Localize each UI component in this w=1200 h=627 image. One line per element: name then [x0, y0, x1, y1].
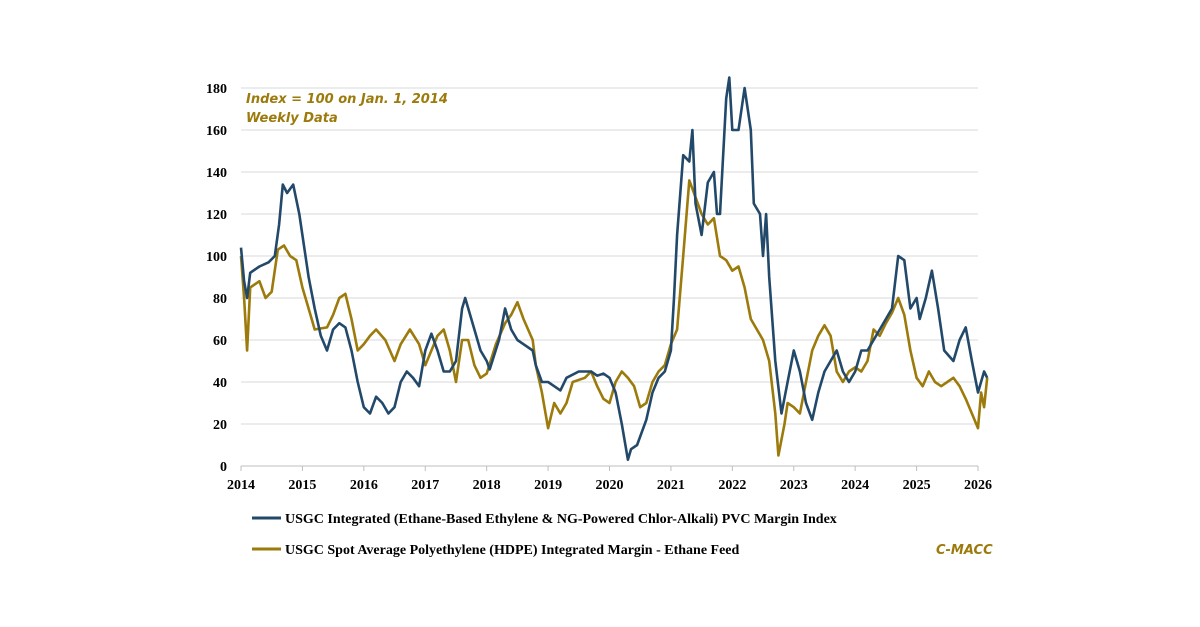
x-tick-label: 2025 [903, 478, 931, 493]
legend-label-pvc: USGC Integrated (Ethane-Based Ethylene &… [285, 512, 837, 527]
annotation-frequency: Weekly Data [246, 111, 338, 126]
x-tick-label: 2023 [780, 478, 808, 493]
x-tick-label: 2017 [411, 478, 439, 493]
x-tick-label: 2020 [596, 478, 624, 493]
x-tick-label: 2021 [657, 478, 685, 493]
x-tick-label: 2016 [350, 478, 378, 493]
y-tick-label: 140 [206, 166, 227, 181]
series-lines [239, 76, 989, 461]
y-tick-label: 180 [206, 82, 227, 97]
y-tick-label: 40 [213, 376, 227, 391]
source-brand: C-MACC [936, 543, 993, 558]
legend: USGC Integrated (Ethane-Based Ethylene &… [252, 512, 837, 558]
series-line-hdpe [239, 179, 989, 457]
legend-label-hdpe: USGC Spot Average Polyethylene (HDPE) In… [285, 543, 740, 558]
x-tick-label: 2018 [473, 478, 501, 493]
y-tick-label: 100 [206, 250, 227, 265]
x-tick-label: 2019 [534, 478, 562, 493]
x-tick-label: 2014 [227, 478, 255, 493]
y-tick-label: 60 [213, 334, 227, 349]
y-tick-label: 20 [213, 418, 227, 433]
x-tick-label: 2026 [964, 478, 992, 493]
x-tick-label: 2024 [841, 478, 869, 493]
x-tick-label: 2022 [718, 478, 746, 493]
x-tick-label: 2015 [288, 478, 316, 493]
x-axis: 2014 2015 2016 2017 2018 2019 2020 2021 2022 2023… [227, 465, 992, 493]
y-axis: 0 20 40 60 80 100 120 140 160 180 [206, 82, 227, 475]
series-line-pvc [239, 76, 989, 461]
y-tick-label: 80 [213, 292, 227, 307]
gridlines [241, 87, 978, 425]
annotation-index: Index = 100 on Jan. 1, 2014 [246, 92, 448, 107]
y-tick-label: 160 [206, 124, 227, 139]
y-tick-label: 120 [206, 208, 227, 223]
y-tick-label: 0 [220, 460, 227, 475]
